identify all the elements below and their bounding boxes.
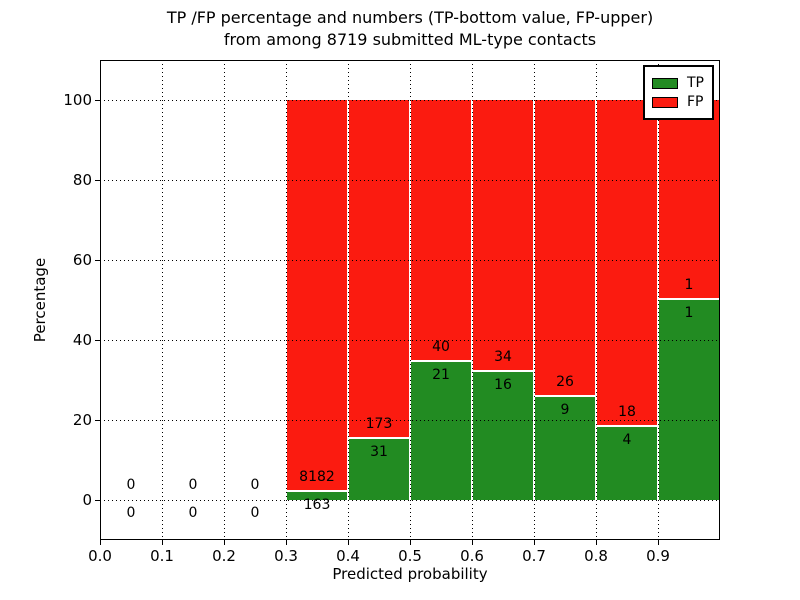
x-axis-tick	[162, 540, 163, 545]
legend-label-fp: FP	[687, 94, 704, 110]
legend-swatch-tp	[652, 77, 678, 89]
x-axis-tick	[472, 540, 473, 545]
legend-swatch-fp	[652, 96, 678, 108]
y-tick-label: 80	[72, 171, 92, 189]
x-axis-tick	[224, 540, 225, 545]
x-axis-tick	[348, 540, 349, 545]
x-axis-tick	[658, 540, 659, 545]
y-tick-label: 20	[72, 411, 92, 429]
x-tick-label: 0.9	[646, 547, 670, 565]
x-tick-label: 0.5	[398, 547, 422, 565]
chart-title-line2: from among 8719 submitted ML-type contac…	[223, 30, 597, 49]
legend: TP FP	[643, 65, 714, 120]
y-axis-label: Percentage	[31, 257, 49, 343]
x-tick-label: 0.4	[336, 547, 360, 565]
x-tick-label: 0.6	[460, 547, 484, 565]
x-axis-tick	[100, 540, 101, 545]
legend-entry-fp: FP	[652, 94, 704, 110]
x-tick-label: 0.3	[274, 547, 298, 565]
x-tick-label: 0.8	[584, 547, 608, 565]
x-tick-label: 0.1	[150, 547, 174, 565]
y-tick-label: 0	[82, 491, 92, 509]
plot-area	[100, 60, 720, 540]
x-axis-tick	[410, 540, 411, 545]
y-tick-label: 60	[72, 251, 92, 269]
chart-title: TP /FP percentage and numbers (TP-bottom…	[100, 7, 720, 51]
x-tick-label: 0.7	[522, 547, 546, 565]
x-tick-label: 0.0	[88, 547, 112, 565]
x-axis-tick	[534, 540, 535, 545]
legend-label-tp: TP	[687, 75, 704, 91]
x-axis-tick	[286, 540, 287, 545]
y-tick-label: 100	[63, 91, 92, 109]
y-tick-label: 40	[72, 331, 92, 349]
legend-entry-tp: TP	[652, 75, 704, 91]
x-axis-tick	[596, 540, 597, 545]
x-tick-label: 0.2	[212, 547, 236, 565]
x-axis-label: Predicted probability	[332, 565, 488, 583]
chart-title-line1: TP /FP percentage and numbers (TP-bottom…	[166, 8, 654, 27]
